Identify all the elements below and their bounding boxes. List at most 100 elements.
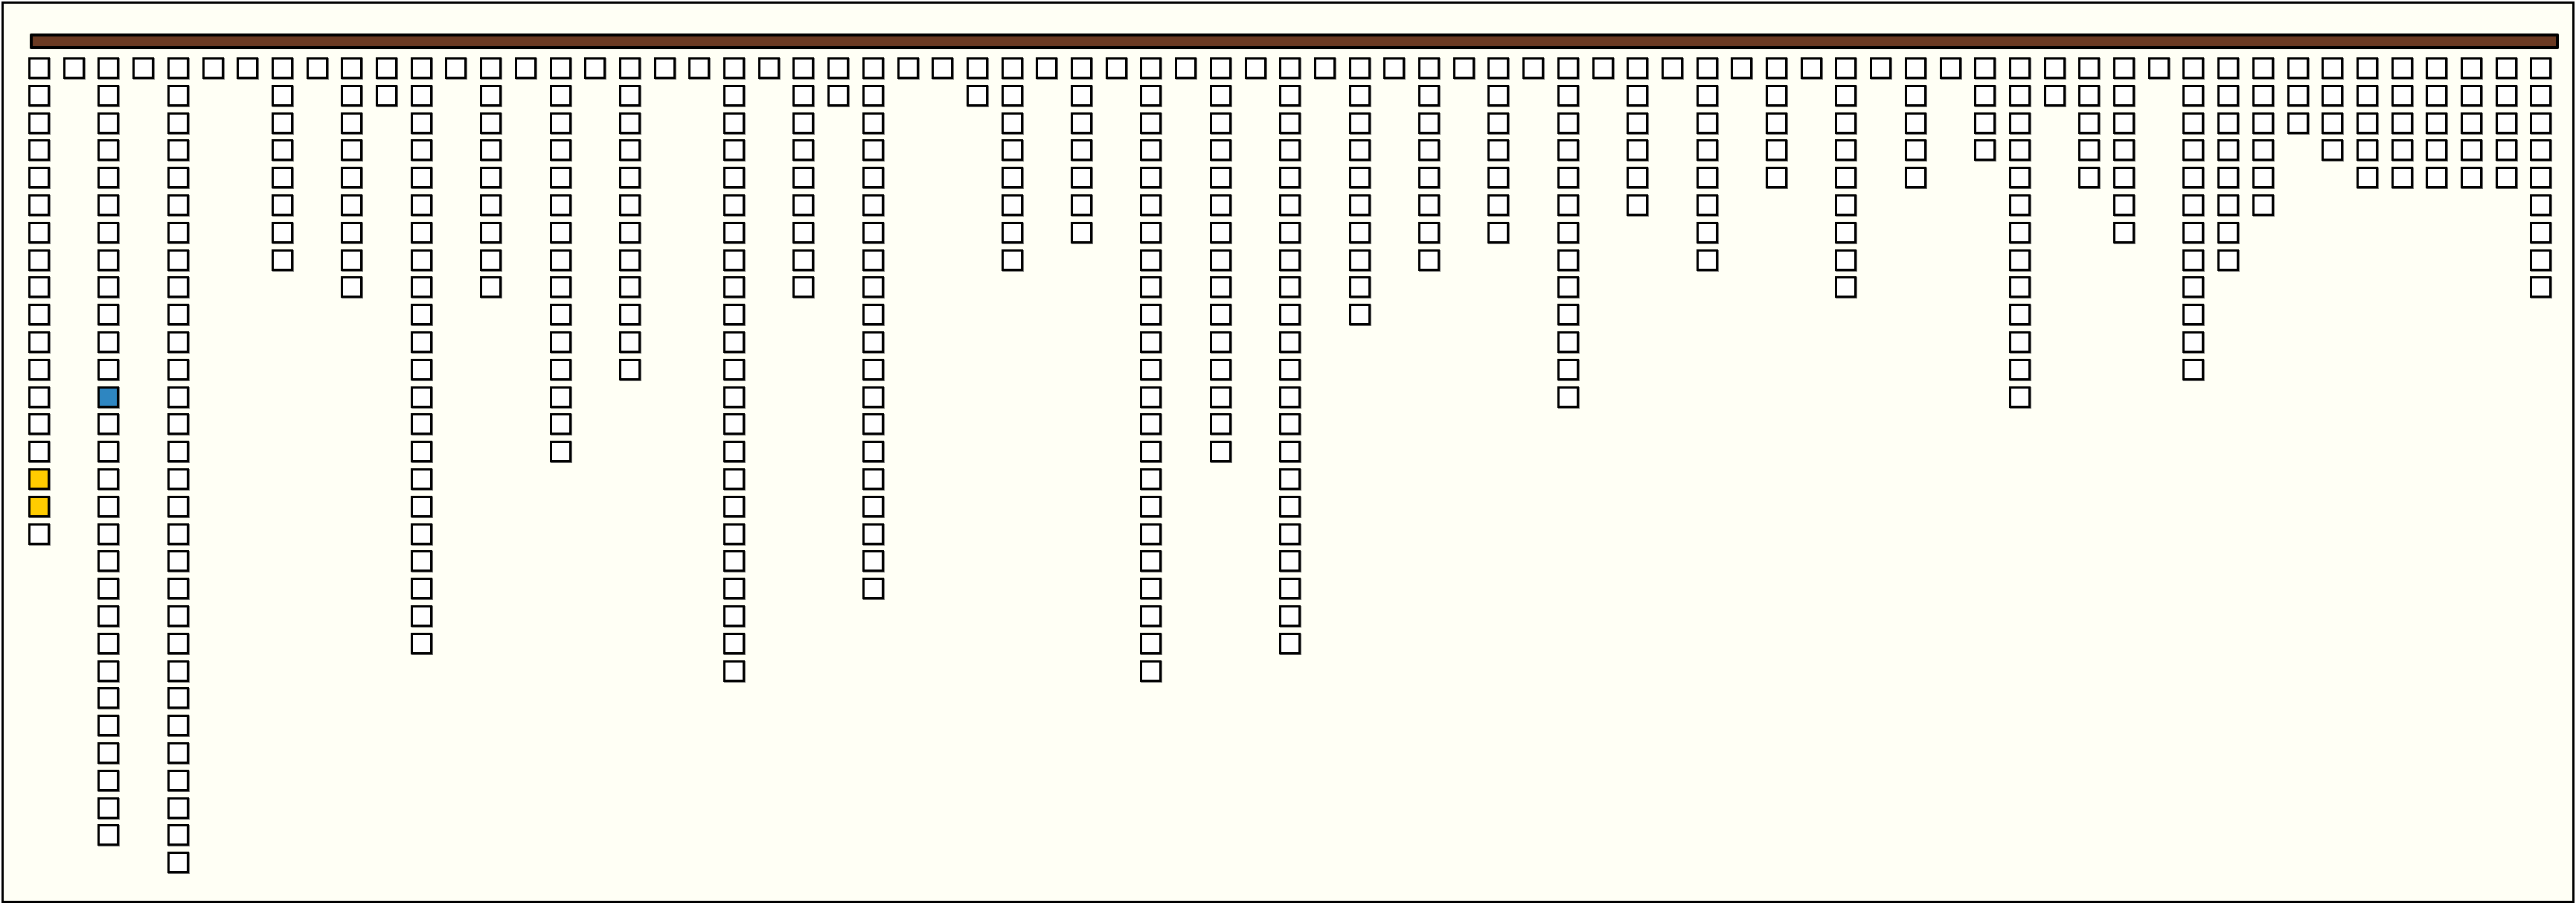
box [1731,57,1752,79]
box [550,112,571,134]
box [1279,194,1301,216]
box [376,57,397,79]
box [1557,359,1579,380]
box [167,468,189,490]
box [2009,386,2031,408]
box [411,139,432,161]
box [1210,359,1231,380]
box [341,222,362,243]
box [654,57,676,79]
box [2078,85,2100,106]
box [1418,139,1440,161]
box [2461,85,2482,106]
box [2044,85,2066,106]
box [862,304,884,325]
box [2078,139,2100,161]
box [411,578,432,599]
box [2322,85,2343,106]
box [167,605,189,627]
box [167,550,189,572]
box [2496,85,2517,106]
box [619,249,641,271]
box [862,331,884,353]
box [480,276,502,298]
box [792,222,814,243]
box [2426,167,2447,188]
box [862,496,884,517]
box [1140,167,1162,188]
box [1140,304,1162,325]
box [2217,194,2239,216]
box [792,167,814,188]
box [2530,249,2551,271]
box [1905,85,1926,106]
box [341,112,362,134]
box [1210,139,1231,161]
box [272,112,293,134]
box [272,194,293,216]
box [723,304,745,325]
box [2182,112,2204,134]
box [97,687,119,709]
box [862,112,884,134]
box [1002,222,1023,243]
box [1071,85,1092,106]
box [1627,112,1648,134]
box [1627,167,1648,188]
box [480,139,502,161]
box [1002,194,1023,216]
box [1140,331,1162,353]
box [1279,276,1301,298]
box [167,824,189,846]
box [1210,167,1231,188]
box [167,112,189,134]
box [2496,139,2517,161]
box [792,249,814,271]
box [97,441,119,462]
box [862,139,884,161]
box [167,770,189,791]
box [723,112,745,134]
box [28,304,50,325]
box [167,85,189,106]
box [1279,605,1301,627]
box [272,57,293,79]
box [1557,139,1579,161]
box [272,85,293,106]
box [1974,85,1996,106]
box [1801,57,1822,79]
box [550,139,571,161]
box [1140,57,1162,79]
box [1453,57,1475,79]
box [411,496,432,517]
box [1279,523,1301,545]
box [792,112,814,134]
box [2426,112,2447,134]
box [2496,57,2517,79]
box [2078,167,2100,188]
box [2287,112,2309,134]
box [1835,85,1856,106]
box [97,742,119,764]
box [862,468,884,490]
box [167,331,189,353]
box [862,57,884,79]
box [723,550,745,572]
box [28,112,50,134]
box [2496,112,2517,134]
box [723,57,745,79]
box [792,139,814,161]
box [1418,249,1440,271]
box [167,194,189,216]
box [2426,85,2447,106]
box [237,57,258,79]
box [1140,249,1162,271]
box [28,386,50,408]
box [723,249,745,271]
box [1349,112,1371,134]
box [1627,194,1648,216]
box [2391,57,2413,79]
box [1905,139,1926,161]
box [411,550,432,572]
box [307,57,328,79]
